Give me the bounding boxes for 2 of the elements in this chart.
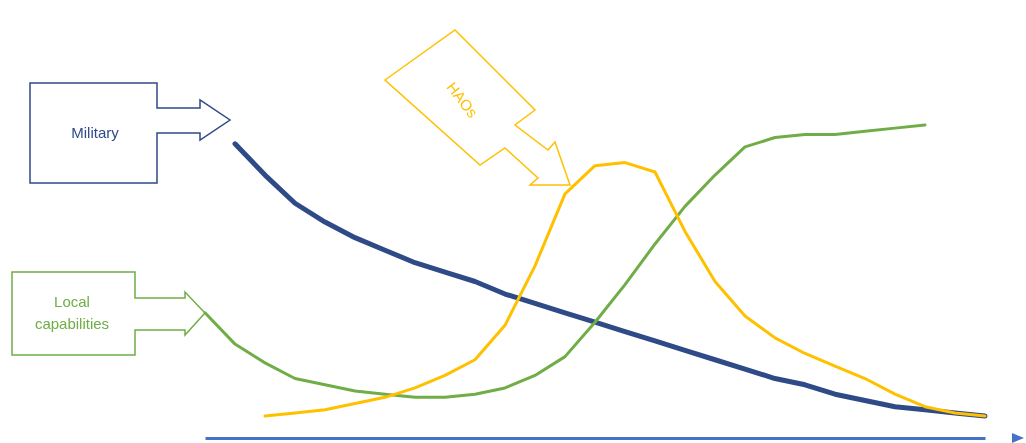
callout-arrow: Military bbox=[29, 82, 232, 184]
callout-arrow: Local capabilities bbox=[11, 271, 207, 356]
